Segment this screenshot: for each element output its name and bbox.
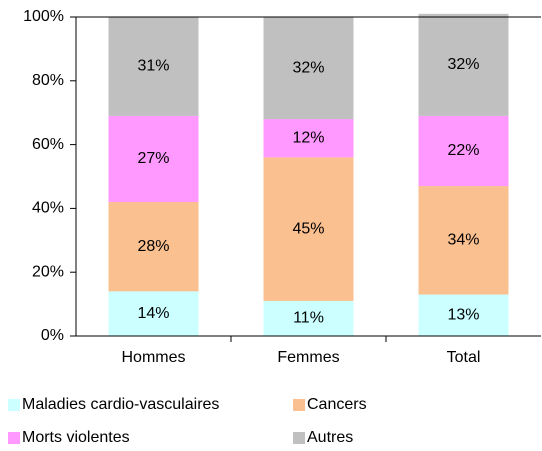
bar-segment xyxy=(418,115,509,187)
data-label: 45% xyxy=(292,220,324,237)
y-tick-label: 40% xyxy=(32,200,64,217)
legend-label: Autres xyxy=(307,429,353,446)
legend-swatch xyxy=(293,399,305,411)
data-label: 27% xyxy=(137,150,169,167)
bar-segment xyxy=(108,115,199,203)
x-tick-label: Hommes xyxy=(121,349,185,366)
data-label: 28% xyxy=(137,238,169,255)
y-tick-label: 0% xyxy=(41,327,64,344)
x-tick-label: Femmes xyxy=(277,349,339,366)
bar-segment xyxy=(263,17,354,120)
y-tick-label: 100% xyxy=(23,8,64,25)
bar-segment xyxy=(108,291,199,336)
data-label: 12% xyxy=(292,129,324,146)
bar-segment xyxy=(263,119,354,158)
y-tick-label: 20% xyxy=(32,263,64,280)
bar-segment xyxy=(418,186,509,295)
legend-swatch xyxy=(8,432,20,444)
legend-swatch xyxy=(8,399,20,411)
legend-label: Cancers xyxy=(307,396,367,413)
bar-segment xyxy=(263,157,354,301)
data-label: 31% xyxy=(137,58,169,75)
data-label: 22% xyxy=(447,142,479,159)
bar-segment xyxy=(108,17,199,116)
legend-label: Morts violentes xyxy=(22,429,130,446)
data-label: 14% xyxy=(137,305,169,322)
bar-segment xyxy=(418,13,509,116)
bar-segment xyxy=(108,202,199,292)
data-label: 34% xyxy=(447,232,479,249)
data-label: 11% xyxy=(293,310,324,327)
y-tick-label: 60% xyxy=(32,136,64,153)
data-label: 32% xyxy=(447,56,479,73)
bar-segment xyxy=(418,294,509,336)
bar-segment xyxy=(263,300,354,336)
legend-swatch xyxy=(293,432,305,444)
y-tick-label: 80% xyxy=(32,72,64,89)
data-label: 32% xyxy=(292,59,324,76)
x-tick-label: Total xyxy=(447,349,481,366)
legend-label: Maladies cardio-vasculaires xyxy=(22,396,219,413)
data-label: 13% xyxy=(447,306,479,323)
